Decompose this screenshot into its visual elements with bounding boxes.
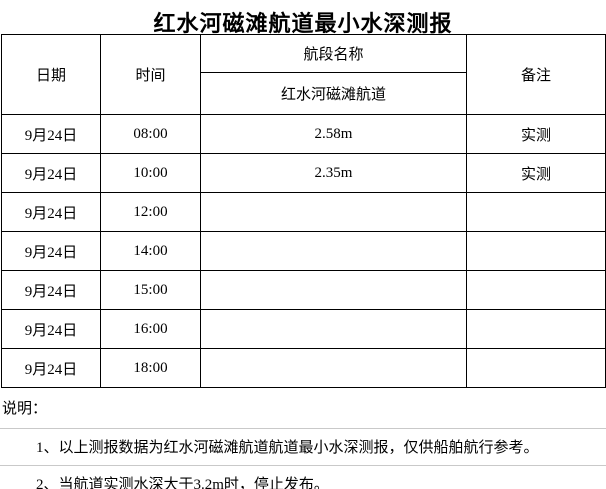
cell-date: 9月24日 bbox=[1, 270, 101, 310]
header-segment-name: 红水河磁滩航道 bbox=[200, 72, 467, 115]
cell-depth bbox=[200, 309, 467, 349]
table-row: 9月24日 16:00 bbox=[1, 309, 606, 349]
cell-time: 15:00 bbox=[100, 270, 201, 310]
header-date: 日期 bbox=[1, 34, 101, 115]
cell-time: 08:00 bbox=[100, 114, 201, 154]
table-row: 9月24日 08:00 2.58m 实测 bbox=[1, 114, 606, 154]
cell-time: 10:00 bbox=[100, 153, 201, 193]
header-time: 时间 bbox=[100, 34, 201, 115]
table-row: 9月24日 15:00 bbox=[1, 270, 606, 310]
cell-date: 9月24日 bbox=[1, 309, 101, 349]
table-row: 9月24日 10:00 2.35m 实测 bbox=[1, 153, 606, 193]
cell-depth bbox=[200, 231, 467, 271]
cell-time: 14:00 bbox=[100, 231, 201, 271]
header-remark: 备注 bbox=[466, 34, 606, 115]
notes-section: 说明： 1、以上测报数据为红水河磁滩航道航道最小水深测报，仅供船舶航行参考。 2… bbox=[0, 388, 606, 489]
cell-date: 9月24日 bbox=[1, 231, 101, 271]
cell-time: 18:00 bbox=[100, 348, 201, 388]
cell-remark bbox=[466, 231, 606, 271]
header-row-sub: 红水河磁滩航道 bbox=[2, 72, 606, 115]
cell-date: 9月24日 bbox=[1, 153, 101, 193]
cell-depth: 2.58m bbox=[200, 114, 467, 154]
notes-label: 说明： bbox=[2, 401, 48, 417]
cell-remark: 实测 bbox=[466, 114, 606, 154]
cell-remark bbox=[466, 309, 606, 349]
cell-remark: 实测 bbox=[466, 153, 606, 193]
cell-time: 12:00 bbox=[100, 192, 201, 232]
note-item-1: 1、以上测报数据为红水河磁滩航道航道最小水深测报，仅供船舶航行参考。 bbox=[0, 428, 606, 465]
depth-report-table: 日期 时间 航段名称 备注 红水河磁滩航道 9月24日 08:00 2.58m … bbox=[1, 34, 606, 388]
cell-date: 9月24日 bbox=[1, 114, 101, 154]
note-item-2: 2、当航道实测水深大于3.2m时，停止发布。 bbox=[0, 465, 606, 489]
cell-remark bbox=[466, 348, 606, 388]
table-row: 9月24日 18:00 bbox=[1, 348, 606, 388]
cell-depth bbox=[200, 348, 467, 388]
cell-remark bbox=[466, 270, 606, 310]
header-segment-group: 航段名称 bbox=[200, 34, 467, 73]
cell-depth bbox=[200, 192, 467, 232]
header-row-top: 日期 时间 航段名称 备注 bbox=[1, 34, 606, 115]
cell-depth bbox=[200, 270, 467, 310]
page-title: 红水河磁滩航道最小水深测报 bbox=[153, 11, 453, 36]
table-row: 9月24日 12:00 bbox=[1, 192, 606, 232]
cell-date: 9月24日 bbox=[1, 348, 101, 388]
cell-remark bbox=[466, 192, 606, 232]
cell-date: 9月24日 bbox=[1, 192, 101, 232]
cell-depth: 2.35m bbox=[200, 153, 467, 193]
table-row: 9月24日 14:00 bbox=[1, 231, 606, 271]
cell-time: 16:00 bbox=[100, 309, 201, 349]
